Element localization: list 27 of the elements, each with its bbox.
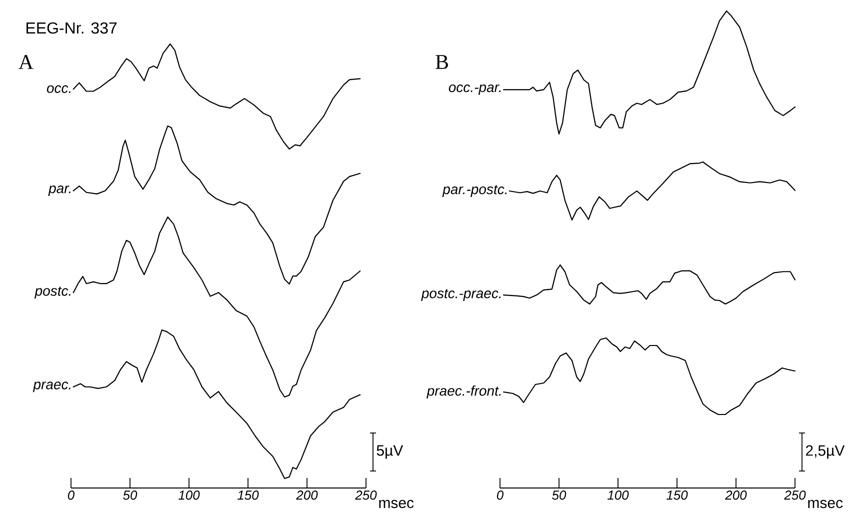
text: B xyxy=(436,55,448,69)
x-tick-label: 200 xyxy=(296,490,318,500)
x-tick-label: 50 xyxy=(123,490,138,500)
series-label: postc. xyxy=(34,286,70,299)
series-label: praec. xyxy=(32,382,70,392)
x-tick-label: 100 xyxy=(607,490,629,500)
x-tick-label: 250 xyxy=(784,490,806,500)
text: 5µV xyxy=(376,445,404,459)
series-label: par. xyxy=(48,186,70,196)
chart-title: A xyxy=(18,55,34,69)
x-tick-label: 250 xyxy=(355,490,377,500)
x-tick-label: 0 xyxy=(68,490,75,500)
x-tick-label: 150 xyxy=(237,490,259,500)
text: 2,5µV xyxy=(806,445,845,459)
x-tick-label: 50 xyxy=(552,490,566,500)
x-axis-title: msec xyxy=(808,500,843,508)
x-tick-label: 0 xyxy=(496,490,504,500)
series-label: occ.-par. xyxy=(448,84,501,95)
series-label: par.-postc. xyxy=(442,185,507,197)
text: EEG-Nr. 337 xyxy=(26,22,117,34)
x-axis-title: msec xyxy=(379,500,414,508)
x-tick-label: 150 xyxy=(666,490,688,500)
series-label: praec.-front. xyxy=(426,385,501,399)
series-label: postc.-praec. xyxy=(421,289,501,302)
x-tick-label: 100 xyxy=(178,490,200,500)
x-tick-label: 200 xyxy=(725,490,747,500)
series-label: occ. xyxy=(46,85,70,93)
